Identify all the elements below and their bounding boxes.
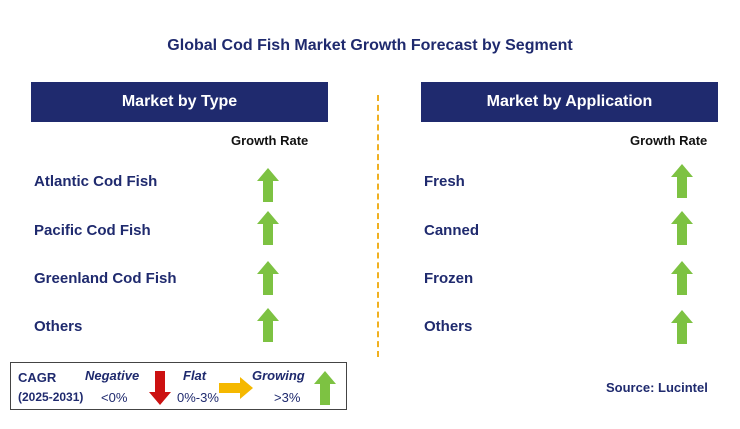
growing-arrow-icon [671, 164, 693, 198]
growing-arrow-icon [671, 261, 693, 295]
legend-growing-range: >3% [274, 390, 301, 405]
negative-arrow-icon [149, 371, 171, 405]
right-growth-rate-label: Growth Rate [630, 133, 708, 148]
application-item-frozen: Frozen [424, 270, 474, 287]
growing-arrow-icon [257, 261, 279, 295]
panel-divider [377, 95, 379, 357]
growing-arrow-icon [257, 168, 279, 202]
market-by-application-header: Market by Application [421, 82, 718, 122]
legend-period: (2025-2031) [18, 390, 84, 404]
market-by-type-header: Market by Type [31, 82, 328, 122]
growing-arrow-icon [314, 371, 336, 405]
growing-arrow-icon [257, 308, 279, 342]
application-item-others: Others [424, 318, 473, 335]
page-title: Global Cod Fish Market Growth Forecast b… [167, 37, 573, 54]
growing-arrow-icon [671, 211, 693, 245]
legend-flat-label: Flat [183, 368, 207, 383]
type-item-pacific: Pacific Cod Fish [34, 222, 151, 239]
source-label: Source: Lucintel [606, 380, 708, 395]
legend-growing-label: Growing [252, 368, 305, 383]
type-item-atlantic: Atlantic Cod Fish [34, 173, 158, 190]
type-item-others: Others [34, 318, 83, 335]
application-item-canned: Canned [424, 222, 480, 239]
application-item-fresh: Fresh [424, 173, 465, 190]
legend-cagr-label: CAGR [18, 370, 57, 385]
flat-arrow-icon [219, 377, 253, 399]
cagr-legend: CAGR (2025-2031) Negative <0% Flat 0%-3%… [10, 362, 347, 410]
legend-flat-range: 0%-3% [177, 390, 219, 405]
growing-arrow-icon [257, 211, 279, 245]
legend-negative-label: Negative [85, 368, 140, 383]
legend-negative-range: <0% [101, 390, 128, 405]
growing-arrow-icon [671, 310, 693, 344]
left-growth-rate-label: Growth Rate [231, 133, 309, 148]
type-item-greenland: Greenland Cod Fish [34, 270, 177, 287]
